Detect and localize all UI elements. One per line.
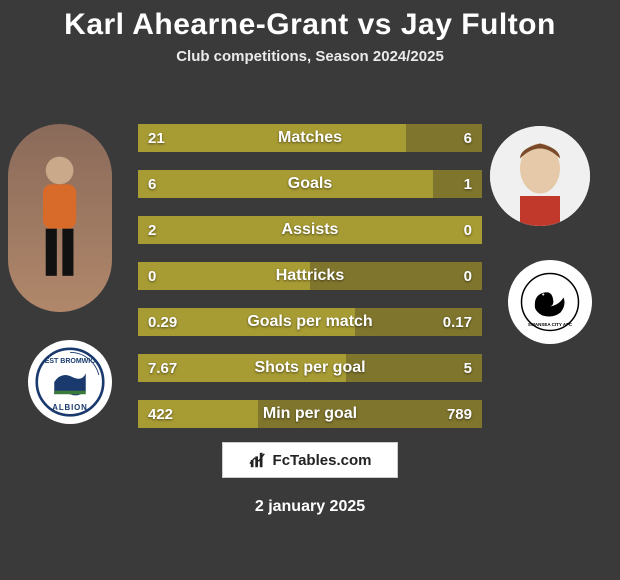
stat-row: 00Hattricks <box>138 262 482 290</box>
stat-bar-left <box>138 400 258 428</box>
footer-brand-badge[interactable]: FcTables.com <box>222 442 398 478</box>
svg-text:EST BROMWIC: EST BROMWIC <box>45 358 96 365</box>
swansea-badge-icon: SWANSEA CITY AFC <box>520 272 580 332</box>
chart-icon <box>249 451 267 469</box>
albion-badge-icon: EST BROMWIC ALBION <box>35 347 105 417</box>
stat-bar-right <box>433 170 482 198</box>
stat-bar-left <box>138 308 355 336</box>
player-left-avatar <box>8 124 112 312</box>
svg-text:SWANSEA CITY AFC: SWANSEA CITY AFC <box>528 322 573 327</box>
stat-bar-right <box>258 400 482 428</box>
svg-text:ALBION: ALBION <box>52 403 87 412</box>
footer-date: 2 january 2025 <box>0 498 620 516</box>
page-title: Karl Ahearne-Grant vs Jay Fulton <box>0 0 620 42</box>
stat-row: 7.675Shots per goal <box>138 354 482 382</box>
footer-brand-text: FcTables.com <box>273 452 372 469</box>
stats-container: 216Matches 61Goals 20Assists 00Hattricks 0.2… <box>138 124 482 446</box>
player-headshot-icon <box>490 126 590 226</box>
stat-row: 20Assists <box>138 216 482 244</box>
stat-row: 216Matches <box>138 124 482 152</box>
stat-bar-right <box>355 308 482 336</box>
stat-bar-left <box>138 216 482 244</box>
stat-bar-right <box>310 262 482 290</box>
page-subtitle: Club competitions, Season 2024/2025 <box>0 48 620 65</box>
stat-row: 0.290.17Goals per match <box>138 308 482 336</box>
stat-bar-right <box>346 354 482 382</box>
stat-bar-left <box>138 354 346 382</box>
player-right-avatar <box>490 126 590 226</box>
stat-row: 422789Min per goal <box>138 400 482 428</box>
stat-bar-left <box>138 124 406 152</box>
stat-bar-right <box>406 124 482 152</box>
player-right-club-badge: SWANSEA CITY AFC <box>508 260 592 344</box>
player-left-club-badge: EST BROMWIC ALBION <box>28 340 112 424</box>
player-silhouette-icon <box>18 133 101 302</box>
stat-row: 61Goals <box>138 170 482 198</box>
stat-bar-left <box>138 262 310 290</box>
stat-bar-left <box>138 170 433 198</box>
